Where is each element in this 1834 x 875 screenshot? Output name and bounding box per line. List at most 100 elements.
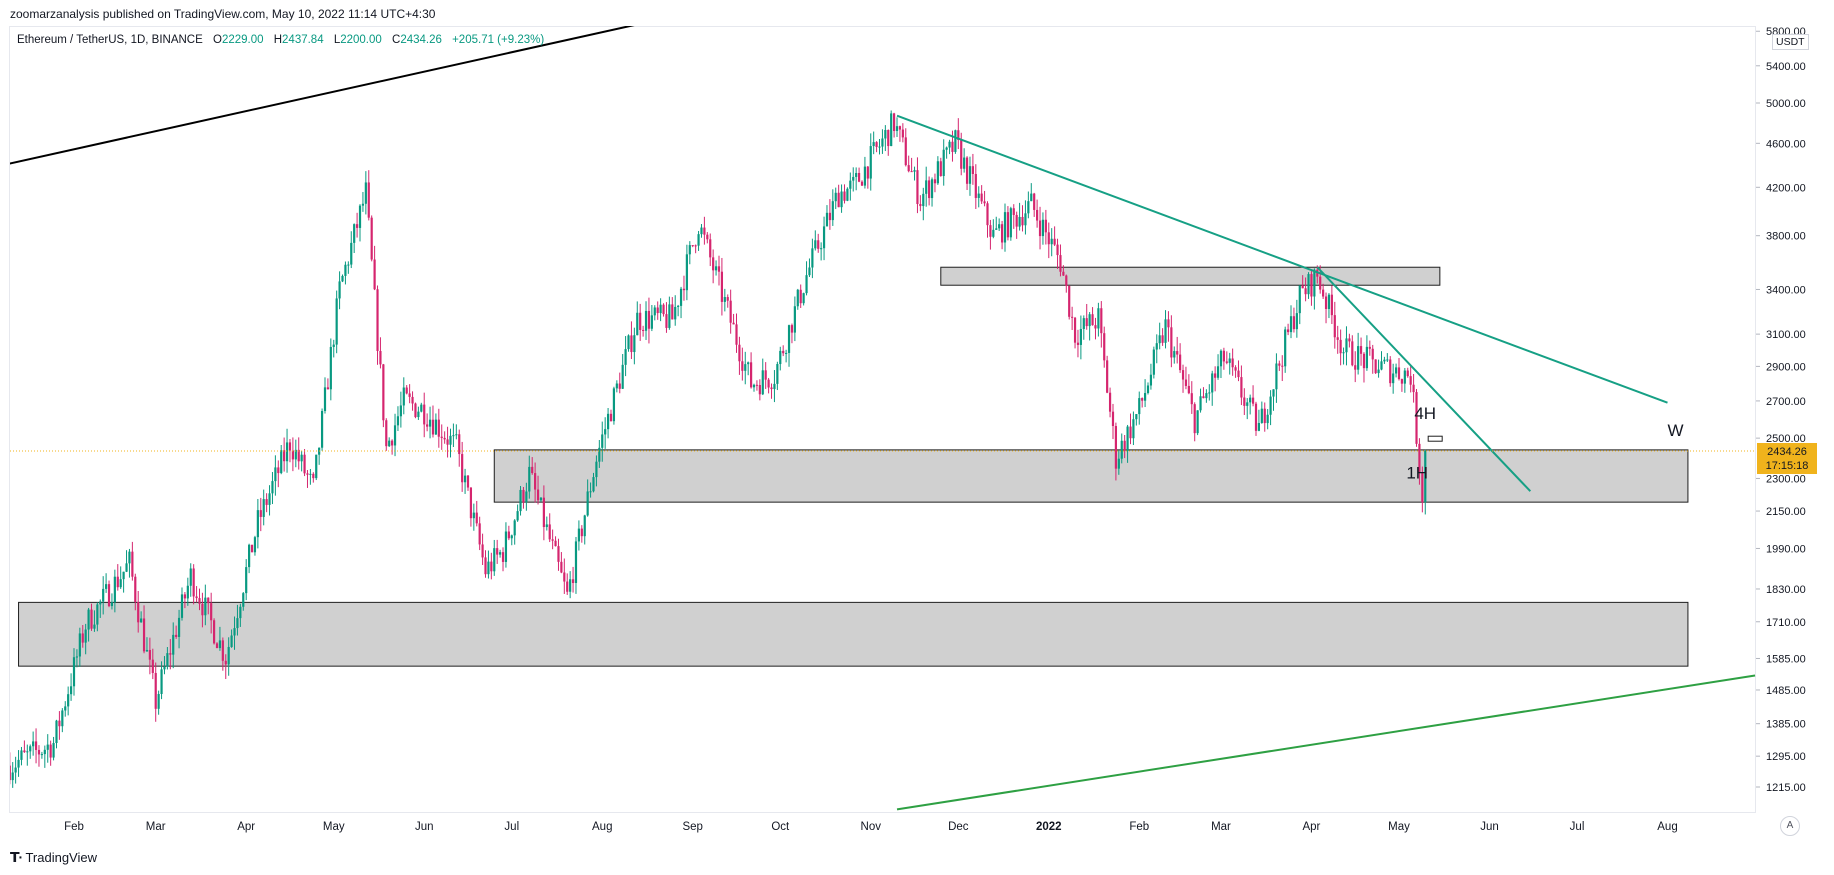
- current-price-value: 2434.26: [1767, 446, 1807, 458]
- candle-body: [1211, 373, 1214, 393]
- time-axis-label: Mar: [146, 821, 166, 833]
- candle-body: [32, 741, 35, 747]
- candle-body: [110, 602, 114, 607]
- candle-body: [87, 609, 90, 630]
- marker-rect: [1427, 435, 1443, 442]
- candle-body: [499, 552, 502, 555]
- auto-scale-button[interactable]: A: [1780, 816, 1800, 836]
- candle-body: [496, 548, 499, 555]
- candle-body: [417, 411, 420, 418]
- currency-badge[interactable]: USDT: [1772, 34, 1809, 50]
- annotation-1h: 1H: [1406, 463, 1428, 482]
- candle-body: [113, 576, 116, 603]
- candle-body: [580, 528, 583, 537]
- candle-body: [1254, 403, 1258, 431]
- candle-body: [376, 289, 379, 351]
- candle-body: [747, 362, 750, 365]
- candle-body: [245, 567, 248, 594]
- annotation-4h: 4H: [1414, 404, 1436, 423]
- candle-body: [1208, 392, 1211, 394]
- candle-body: [1071, 316, 1074, 318]
- candle-body: [227, 646, 230, 665]
- candle-body: [37, 749, 41, 755]
- candle-body: [347, 264, 350, 266]
- legend-low: 2200.00: [340, 34, 382, 46]
- candle-body: [525, 491, 528, 503]
- candle-body: [901, 129, 904, 138]
- candle-body: [513, 520, 516, 536]
- candle-body: [1079, 329, 1082, 345]
- candle-body: [820, 248, 823, 250]
- candle-body: [1394, 367, 1398, 374]
- candle-body: [1000, 224, 1004, 243]
- price-tick-label: 1585.00: [1766, 653, 1806, 665]
- candle-body: [577, 528, 581, 542]
- candle-body: [1324, 296, 1328, 310]
- candle-body: [29, 746, 32, 752]
- candle-body: [974, 173, 977, 198]
- candle-body: [659, 304, 662, 314]
- candle-body: [872, 142, 875, 147]
- candle-body: [367, 182, 370, 218]
- candle-body: [604, 429, 607, 435]
- candle-body: [353, 224, 356, 243]
- candle-body: [423, 404, 426, 425]
- candle-body: [253, 537, 257, 553]
- candle-body: [647, 310, 651, 329]
- candle-body: [1082, 318, 1085, 330]
- time-axis-label: Apr: [1302, 821, 1320, 833]
- candle-body: [528, 466, 531, 492]
- candle-body: [805, 275, 808, 294]
- candle-body: [866, 166, 869, 179]
- candle-body: [770, 387, 773, 390]
- candle-body: [639, 312, 642, 330]
- candle-body: [898, 126, 902, 130]
- zone-rect-2: [18, 601, 1689, 667]
- candle-body: [1219, 350, 1223, 367]
- chart-legend: Ethereum / TetherUS, 1D, BINANCE O2229.0…: [17, 34, 544, 46]
- candle-body: [17, 759, 20, 768]
- candle-body: [621, 364, 624, 389]
- candle-body: [163, 666, 166, 670]
- candle-body: [606, 413, 610, 430]
- chart-frame[interactable]: [9, 26, 1756, 813]
- candle-body: [849, 180, 852, 189]
- candle-body: [23, 750, 26, 753]
- candle-body: [1412, 384, 1415, 393]
- candle-body: [1240, 377, 1243, 398]
- candle-body: [782, 350, 785, 354]
- candle-body: [1357, 346, 1360, 370]
- candle-body: [248, 544, 251, 568]
- candle-body: [1038, 220, 1042, 237]
- time-axis-label: Dec: [948, 821, 969, 833]
- price-tick-label: 3400.00: [1766, 284, 1806, 296]
- legend-high: 2437.84: [282, 34, 324, 46]
- candle-body: [1123, 440, 1126, 451]
- candle-body: [545, 524, 548, 528]
- candle-body: [1292, 316, 1296, 330]
- time-axis-label: Sep: [682, 821, 702, 833]
- candle-body: [1371, 348, 1374, 360]
- candle-body: [700, 227, 703, 235]
- candle-body: [522, 489, 525, 503]
- candle-body: [767, 379, 770, 388]
- candle-body: [490, 561, 493, 572]
- candle-body: [1146, 385, 1150, 394]
- candle-body: [355, 224, 359, 228]
- candle-body: [350, 242, 353, 265]
- candle-body: [1249, 397, 1252, 403]
- candle-body: [1345, 338, 1348, 353]
- candle-body: [1053, 238, 1056, 245]
- candle-body: [116, 576, 119, 588]
- candle-body: [1024, 213, 1027, 226]
- candle-body: [210, 603, 213, 621]
- candle-body: [207, 597, 210, 604]
- candle-body: [1421, 472, 1424, 503]
- candle-body: [1225, 361, 1228, 363]
- candle-body: [954, 130, 957, 152]
- candle-body: [1021, 216, 1024, 226]
- candle-body: [265, 499, 268, 505]
- price-tick-label: 1990.00: [1766, 543, 1806, 555]
- trendline-3: [896, 674, 1756, 811]
